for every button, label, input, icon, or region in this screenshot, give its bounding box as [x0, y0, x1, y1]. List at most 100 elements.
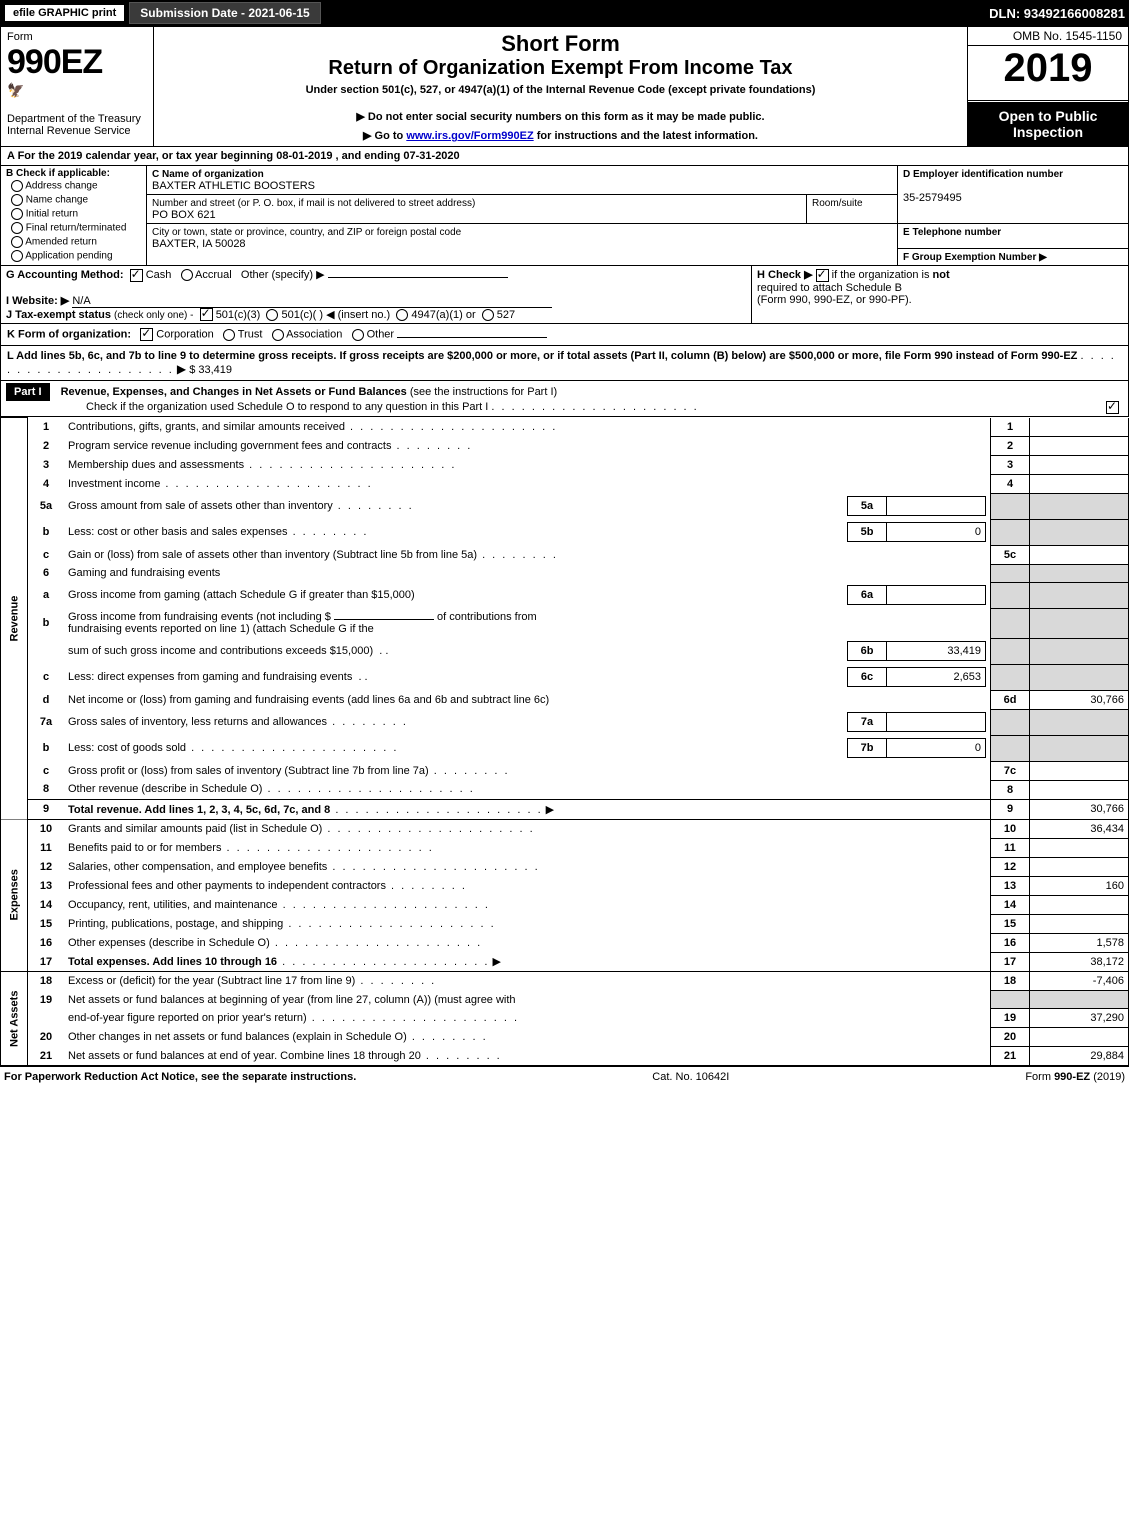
- website-value: N/A: [72, 295, 552, 308]
- form-header-table: Form 990EZ 🦅 Department of the Treasury …: [0, 26, 1129, 147]
- line12-amount: [1030, 857, 1129, 876]
- line15-amount: [1030, 914, 1129, 933]
- line7c-amount: [1030, 761, 1129, 780]
- tax-year: 2019: [968, 46, 1128, 91]
- block-k: K Form of organization: Corporation Trus…: [0, 324, 1129, 346]
- block-c-name-label: C Name of organization: [152, 169, 264, 180]
- org-name: BAXTER ATHLETIC BOOSTERS: [152, 180, 315, 192]
- period-line: A For the 2019 calendar year, or tax yea…: [0, 147, 1129, 165]
- line20-amount: [1030, 1028, 1129, 1047]
- application-pending-radio[interactable]: [11, 250, 23, 262]
- line21-amount: 29,884: [1030, 1047, 1129, 1066]
- 501c3-checkbox[interactable]: [200, 308, 213, 321]
- block-k-label: K Form of organization:: [7, 329, 131, 341]
- schedule-b-checkbox[interactable]: [816, 269, 829, 282]
- line16-amount: 1,578: [1030, 933, 1129, 952]
- amended-return-radio[interactable]: [11, 236, 23, 248]
- block-e-label: E Telephone number: [903, 227, 1001, 238]
- block-i-label: I Website: ▶: [6, 295, 69, 307]
- efile-print-button[interactable]: efile GRAPHIC print: [4, 4, 125, 22]
- city-value: BAXTER, IA 50028: [152, 238, 246, 250]
- street-label: Number and street (or P. O. box, if mail…: [152, 198, 475, 209]
- block-f-label: F Group Exemption Number ▶: [903, 252, 1047, 263]
- line11-amount: [1030, 838, 1129, 857]
- line19-amount: 37,290: [1030, 1009, 1129, 1028]
- line7b-amount: 0: [887, 739, 986, 758]
- 4947-radio[interactable]: [396, 309, 408, 321]
- block-b-label: B Check if applicable:: [6, 168, 141, 179]
- dln-label: DLN: 93492166008281: [989, 6, 1125, 21]
- form-word: Form: [7, 31, 33, 43]
- irs-label: Internal Revenue Service: [7, 125, 147, 137]
- trust-radio[interactable]: [223, 329, 235, 341]
- info-block: B Check if applicable: Address change Na…: [0, 165, 1129, 266]
- line1-amount: [1030, 418, 1129, 437]
- line3-amount: [1030, 455, 1129, 474]
- line4-amount: [1030, 474, 1129, 493]
- line10-amount: 36,434: [1030, 819, 1129, 838]
- 527-radio[interactable]: [482, 309, 494, 321]
- block-gh: G Accounting Method: Cash Accrual Other …: [0, 266, 1129, 324]
- address-change-radio[interactable]: [11, 180, 23, 192]
- 501c-radio[interactable]: [266, 309, 278, 321]
- ein-value: 35-2579495: [903, 192, 962, 204]
- line17-amount: 38,172: [1030, 952, 1129, 972]
- ssn-note: ▶ Do not enter social security numbers o…: [160, 110, 961, 123]
- line6a-amount: [887, 586, 986, 605]
- revenue-side-label: Revenue: [1, 418, 28, 820]
- assoc-radio[interactable]: [272, 329, 284, 341]
- cash-checkbox[interactable]: [130, 269, 143, 282]
- main-title: Return of Organization Exempt From Incom…: [160, 57, 961, 80]
- block-g-label: G Accounting Method:: [6, 269, 124, 281]
- part1-checkbox[interactable]: [1106, 401, 1119, 414]
- line9-amount: 30,766: [1030, 799, 1129, 819]
- street-value: PO BOX 621: [152, 209, 216, 221]
- part1-label: Part I: [6, 383, 50, 401]
- other-radio[interactable]: [352, 329, 364, 341]
- line2-amount: [1030, 436, 1129, 455]
- line6b-amount: 33,419: [887, 642, 986, 661]
- block-d-label: D Employer identification number: [903, 169, 1063, 180]
- lines-table: Revenue 1 Contributions, gifts, grants, …: [0, 417, 1129, 1066]
- line14-amount: [1030, 895, 1129, 914]
- corp-checkbox[interactable]: [140, 328, 153, 341]
- top-bar: efile GRAPHIC print Submission Date - 20…: [0, 0, 1129, 26]
- name-change-radio[interactable]: [11, 194, 23, 206]
- short-form-title: Short Form: [160, 31, 961, 57]
- line6c-amount: 2,653: [887, 668, 986, 687]
- block-j-label: J Tax-exempt status: [6, 309, 111, 321]
- initial-return-radio[interactable]: [11, 208, 23, 220]
- part1-check-text: Check if the organization used Schedule …: [86, 401, 488, 413]
- accrual-radio[interactable]: [181, 269, 193, 281]
- part1-title: Revenue, Expenses, and Changes in Net As…: [61, 386, 407, 398]
- form-number: 990EZ: [7, 43, 102, 81]
- line5a-amount: [887, 497, 986, 516]
- page-footer: For Paperwork Reduction Act Notice, see …: [0, 1066, 1129, 1087]
- footer-right: Form 990-EZ (2019): [1025, 1071, 1125, 1083]
- line5b-amount: 0: [887, 523, 986, 542]
- line5c-amount: [1030, 545, 1129, 564]
- footer-left: For Paperwork Reduction Act Notice, see …: [4, 1071, 356, 1083]
- footer-center: Cat. No. 10642I: [652, 1071, 729, 1083]
- final-return-radio[interactable]: [11, 222, 23, 234]
- goto-note: ▶ Go to www.irs.gov/Form990EZ for instru…: [160, 129, 961, 142]
- city-label: City or town, state or province, country…: [152, 227, 461, 238]
- gross-receipts-value: $ 33,419: [189, 364, 232, 376]
- block-l: L Add lines 5b, 6c, and 7b to line 9 to …: [0, 346, 1129, 381]
- line7a-amount: [887, 713, 986, 732]
- netassets-side-label: Net Assets: [1, 972, 28, 1066]
- irs-link[interactable]: www.irs.gov/Form990EZ: [406, 130, 533, 142]
- omb-number: OMB No. 1545-1150: [968, 27, 1128, 46]
- line8-amount: [1030, 780, 1129, 799]
- part1-header: Part I Revenue, Expenses, and Changes in…: [0, 381, 1129, 417]
- room-label: Room/suite: [812, 198, 863, 209]
- line13-amount: 160: [1030, 876, 1129, 895]
- subtitle: Under section 501(c), 527, or 4947(a)(1)…: [160, 84, 961, 96]
- open-to-public: Open to Public Inspection: [968, 102, 1128, 146]
- line18-amount: -7,406: [1030, 972, 1129, 991]
- dept-treasury: Department of the Treasury: [7, 113, 147, 125]
- submission-date-button[interactable]: Submission Date - 2021-06-15: [129, 2, 320, 24]
- expenses-side-label: Expenses: [1, 819, 28, 972]
- irs-eagle-icon: 🦅: [7, 82, 24, 98]
- line6d-amount: 30,766: [1030, 690, 1129, 709]
